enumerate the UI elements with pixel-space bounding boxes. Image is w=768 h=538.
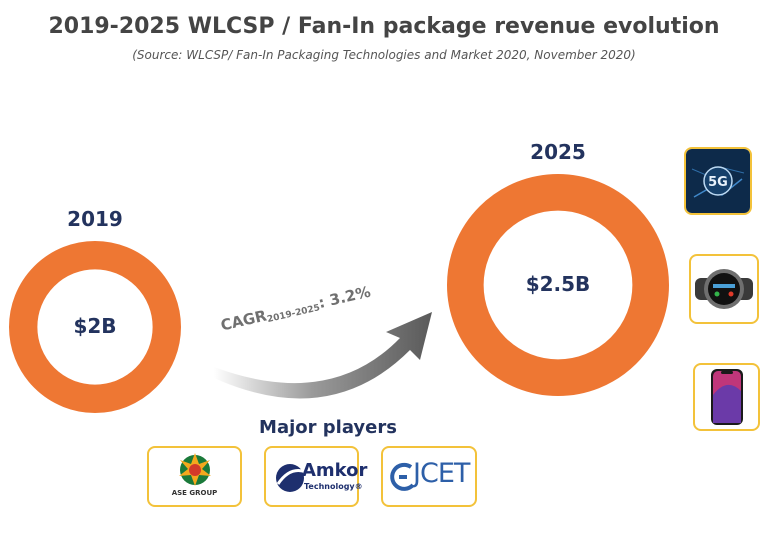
5g-network-image: 5G <box>686 149 750 213</box>
year-label-2025: 2025 <box>530 140 586 164</box>
app-5g: 5G <box>684 147 752 215</box>
amkor-logo-subtext: Technology® <box>304 482 363 491</box>
page-title: 2019-2025 WLCSP / Fan-In package revenue… <box>48 14 720 39</box>
ase-group-logo: ASE GROUP <box>147 446 242 507</box>
amkor-swoosh-icon <box>276 464 307 492</box>
growth-arrow <box>214 312 432 399</box>
ase-logo-text: ASE GROUP <box>171 489 218 497</box>
revenue-ring-2019 <box>9 241 181 413</box>
app-smartphone <box>693 363 760 431</box>
major-players-heading: Major players <box>259 417 397 438</box>
5g-label: 5G <box>708 175 728 190</box>
revenue-ring-2025 <box>447 174 669 396</box>
source-note: (Source: WLCSP/ Fan-In Packaging Technol… <box>132 48 636 62</box>
app-smartwatch <box>689 254 759 324</box>
jcet-mark-icon <box>390 462 415 491</box>
jcet-logo: JCET <box>381 446 477 507</box>
ase-emblem-icon <box>179 453 211 486</box>
smartphone-image <box>711 369 743 425</box>
value-label-2025: $2.5B <box>525 272 591 296</box>
year-label-2019: 2019 <box>67 207 123 231</box>
amkor-logo: Amkor Technology® <box>264 446 367 507</box>
jcet-logo-text: JCET <box>413 458 470 489</box>
amkor-logo-text: Amkor <box>302 460 368 481</box>
value-label-2019: $2B <box>73 314 117 338</box>
smartwatch-image <box>695 269 753 309</box>
